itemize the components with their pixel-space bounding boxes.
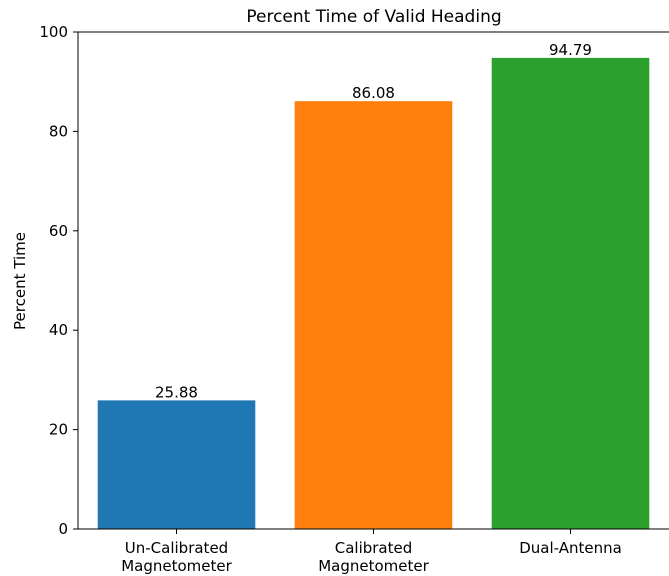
y-axis-label: Percent Time [11, 232, 29, 330]
bar-0 [97, 400, 256, 529]
y-tick-label-0: 0 [58, 520, 68, 538]
x-tick-label-1-0: Calibrated [335, 539, 413, 557]
bars-group [97, 57, 650, 529]
bar-2 [491, 57, 650, 529]
y-tick-label-4: 80 [49, 122, 68, 140]
bar-1 [294, 101, 453, 529]
x-axis: Un-CalibratedMagnetometerCalibratedMagne… [121, 529, 622, 575]
y-tick-label-3: 60 [49, 222, 68, 240]
bar-value-label-0: 25.88 [155, 383, 198, 401]
x-tick-label-0-1: Magnetometer [121, 557, 232, 575]
y-tick-label-5: 100 [39, 23, 68, 41]
value-labels-group: 25.88 86.08 94.79 [155, 41, 592, 401]
bar-value-label-2: 94.79 [549, 41, 592, 59]
y-tick-label-2: 40 [49, 321, 68, 339]
x-tick-label-1-1: Magnetometer [318, 557, 429, 575]
y-axis: 0 20 40 60 80 100 [39, 23, 78, 538]
axes-spines [77, 31, 669, 530]
chart-title: Percent Time of Valid Heading [246, 7, 501, 27]
bar-value-label-1: 86.08 [352, 84, 395, 102]
y-tick-label-1: 20 [49, 421, 68, 439]
x-tick-label-0-0: Un-Calibrated [125, 539, 228, 557]
x-tick-label-2-0: Dual-Antenna [519, 539, 622, 557]
